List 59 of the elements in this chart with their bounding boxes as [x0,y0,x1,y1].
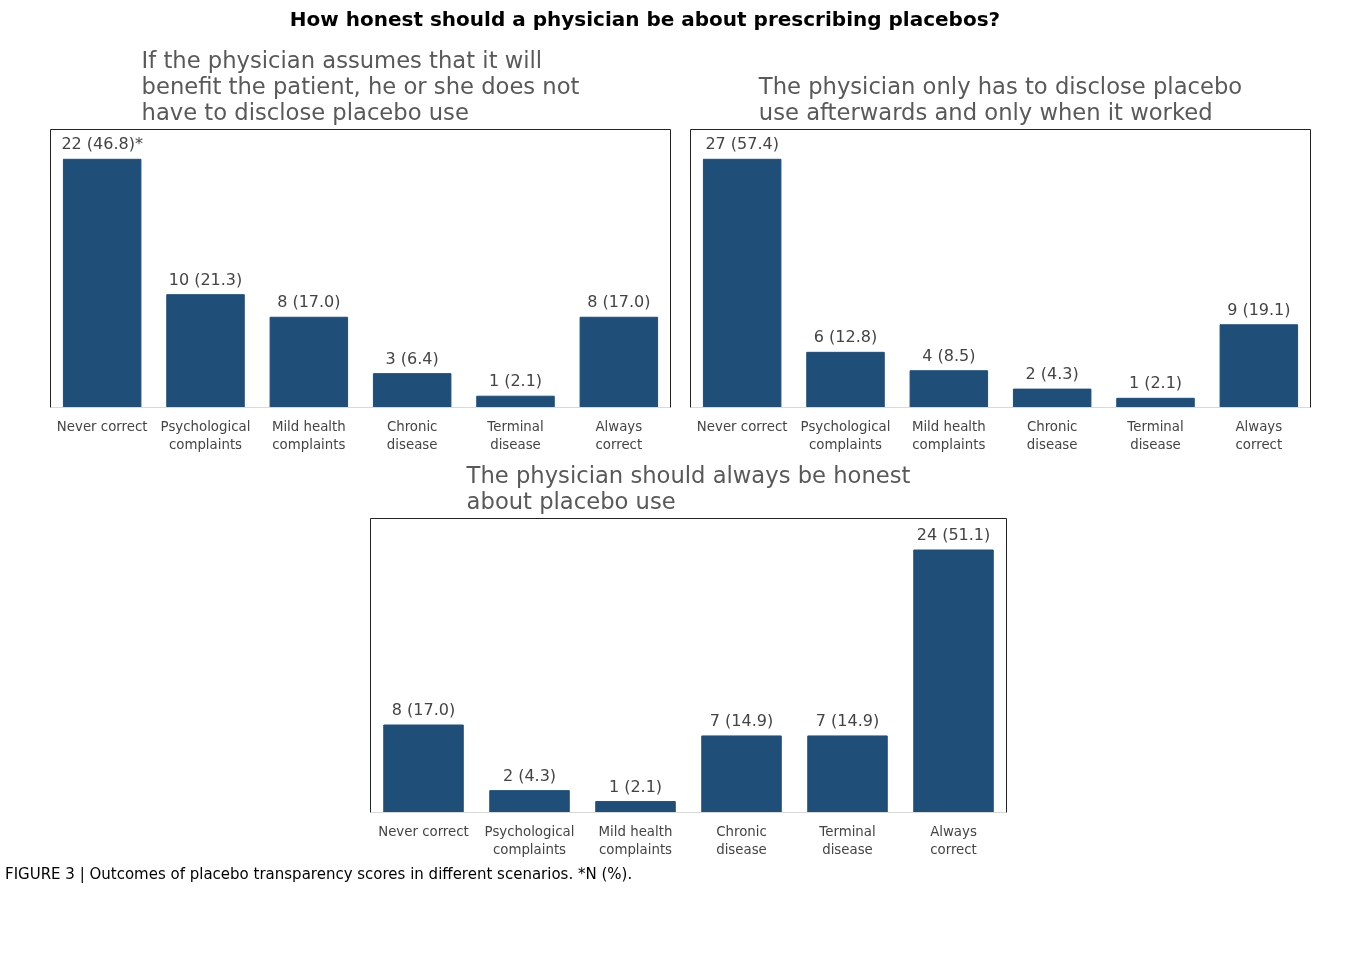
bar [807,735,888,813]
text: How honest should a physician be about prescribing placebos? [289,6,1001,33]
data-label: 27 (57.4) [705,133,779,153]
x-tick-label: Chronic disease [386,418,438,452]
data-label: 2 (4.3) [502,765,557,785]
bar [579,316,659,408]
data-label: 1 (2.1) [608,776,663,796]
chart-title: If the physician assumes that it will benefit the patient, he or she does not have to disclose placebo use [141,46,580,125]
data-label: 1 (2.1) [488,370,543,390]
data-label: 7 (14.9) [709,710,774,730]
x-tick-label: Terminal disease [818,823,876,857]
data-label: 4 (8.5) [922,345,976,365]
bar [166,293,245,408]
bar [806,351,885,408]
data-label: 8 (17.0) [391,699,456,719]
bar [909,369,989,408]
caption: FIGURE 3 | Outcomes of placebo transparency scores in different scenarios. *N (%). [5,863,633,885]
bar [476,395,555,408]
bar [62,158,142,408]
data-label: 6 (12.8) [813,326,878,346]
data-label: 8 (17.0) [587,291,651,311]
x-tick-label: Chronic disease [1026,418,1078,452]
bar [1116,397,1195,408]
bar [595,800,676,813]
x-tick-label: Psychological complaints [160,418,251,452]
data-label: 3 (6.4) [385,348,439,368]
x-tick-label: Mild health complaints [598,823,673,857]
chart-title: The physician only has to disclose placebo use afterwards and only when it worked [757,72,1243,125]
data-label: 2 (4.3) [1025,363,1079,383]
x-tick-label: Always correct [595,418,643,452]
x-tick-label: Chronic disease [716,823,767,857]
x-tick-label: Mild health complaints [911,418,986,452]
data-label: 9 (19.1) [1227,299,1291,319]
x-tick-label: Never correct [696,418,788,434]
x-tick-label: Psychological complaints [800,418,891,452]
x-tick-label: Terminal disease [486,418,544,452]
bar [383,724,464,813]
bar [701,735,782,813]
data-label: 22 (46.8)* [61,133,143,153]
data-label: 7 (14.9) [815,710,880,730]
bar [269,316,349,408]
x-tick-label: Psychological complaints [484,823,575,857]
x-tick-label: Terminal disease [1126,418,1184,452]
bar [702,158,782,408]
bar [372,372,452,408]
data-label: 24 (51.1) [916,524,991,544]
chart-title: The physician should always be honest about placebo use [465,461,911,514]
x-tick-label: Always correct [1235,418,1283,452]
data-label: 1 (2.1) [1128,372,1183,392]
x-tick-label: Always correct [930,823,977,857]
x-tick-label: Never correct [378,823,469,839]
x-tick-label: Never correct [56,418,148,434]
data-label: 10 (21.3) [168,269,243,289]
x-tick-label: Mild health complaints [271,418,346,452]
bar [1219,323,1299,408]
bar [489,789,570,813]
data-label: 8 (17.0) [277,291,341,311]
bar [913,549,994,813]
bar [1012,388,1092,408]
